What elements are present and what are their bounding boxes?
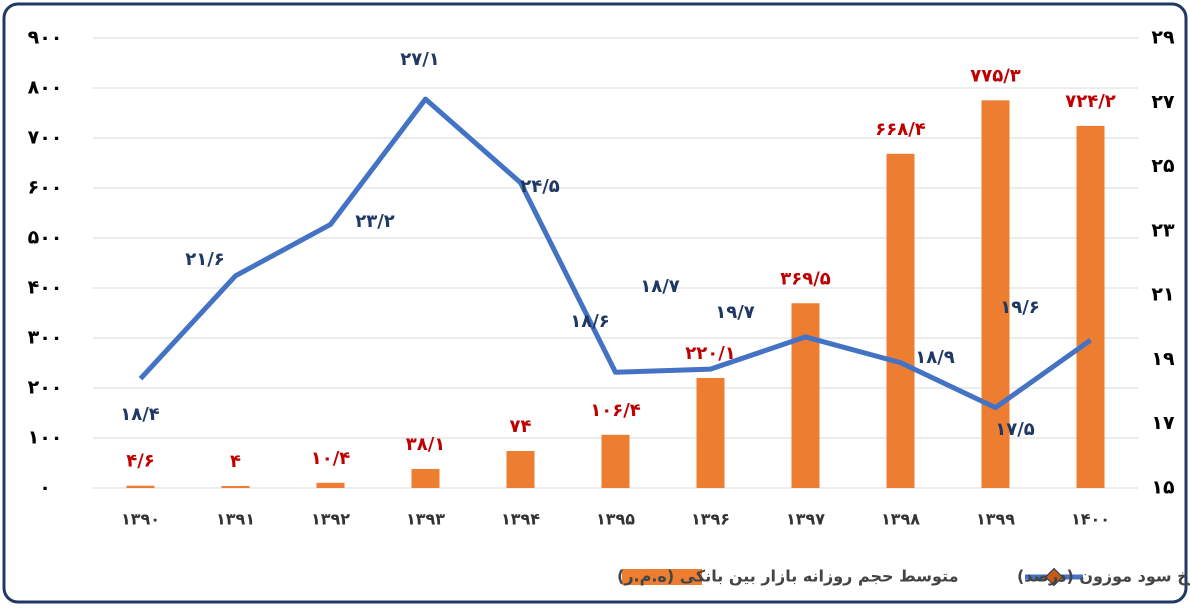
y2-tick-label: ۲۳ <box>1151 219 1175 241</box>
line-value-label: ۱۹/۷ <box>715 302 755 323</box>
bar-value-label: ۶۶۸/۴ <box>875 119 926 140</box>
line-value-label: ۱۸/۶ <box>570 311 610 332</box>
bar-value-label: ۲۲۰/۱ <box>685 343 736 364</box>
line-value-label: ۱۷/۵ <box>995 419 1035 440</box>
bar <box>411 468 440 488</box>
bar-value-label: ۳۸/۱ <box>406 434 446 455</box>
line-value-label: ۲۳/۲ <box>355 211 395 232</box>
y2-tick-label: ۲۷ <box>1151 91 1175 113</box>
x-tick-label: ۱۳۹۳ <box>406 510 445 529</box>
y2-tick-label: ۲۵ <box>1151 155 1175 177</box>
bar-value-label: ۷۷۵/۳ <box>970 65 1021 86</box>
line-value-label: ۲۴/۵ <box>520 176 560 197</box>
bar <box>886 153 915 489</box>
y-tick-label: ۲۰۰ <box>28 377 63 399</box>
y2-tick-label: ۱۷ <box>1151 412 1175 434</box>
y-tick-label: ۶۰۰ <box>28 177 63 199</box>
x-tick-label: ۱۳۹۶ <box>691 510 730 529</box>
bar-value-label: ۳۶۹/۵ <box>780 268 831 289</box>
legend-swatch <box>622 569 702 585</box>
y2-tick-label: ۲۱ <box>1151 284 1174 306</box>
bar <box>791 303 820 488</box>
y-tick-label: ۸۰۰ <box>28 77 63 99</box>
bar-value-label: ۴/۶ <box>126 451 155 472</box>
x-tick-label: ۱۳۹۰ <box>121 510 160 529</box>
legend-label: متوسط حجم روزانه بازار بین بانکی (ه.م.ر) <box>617 567 958 586</box>
y2-tick-label: ۱۵ <box>1151 477 1175 499</box>
y2-tick-label: ۲۹ <box>1151 27 1175 49</box>
x-tick-label: ۱۳۹۷ <box>786 510 825 529</box>
line-value-label: ۱۸/۹ <box>915 347 955 368</box>
line-value-label: ۲۱/۶ <box>185 249 225 270</box>
bar <box>696 377 725 488</box>
y-tick-label: ۴۰۰ <box>28 277 63 299</box>
bar-value-label: ۱۰/۴ <box>311 448 351 469</box>
y2-tick-label: ۱۹ <box>1151 348 1175 370</box>
bar <box>1076 125 1105 489</box>
x-tick-label: ۱۳۹۸ <box>881 510 920 529</box>
x-tick-label: ۱۳۹۹ <box>976 510 1015 529</box>
bar <box>981 100 1010 488</box>
bar <box>316 482 345 488</box>
bar <box>221 486 250 488</box>
y-tick-label: ۰ <box>39 477 51 499</box>
y-tick-label: ۵۰۰ <box>28 227 63 249</box>
line-value-label: ۱۸/۷ <box>640 276 680 297</box>
x-tick-label: ۱۴۰۰ <box>1071 510 1110 529</box>
x-tick-label: ۱۳۹۲ <box>311 510 350 529</box>
x-tick-label: ۱۳۹۵ <box>596 510 635 529</box>
x-tick-label: ۱۳۹۱ <box>216 510 255 529</box>
line-value-label: ۱۸/۴ <box>120 404 160 425</box>
y-tick-label: ۹۰۰ <box>28 27 63 49</box>
bar-value-label: ۷۲۴/۲ <box>1065 91 1116 112</box>
bar <box>506 451 535 488</box>
bar <box>126 485 155 488</box>
legend-label: نرخ سود موزون (درصد) <box>1017 567 1190 586</box>
bar-value-label: ۱۰۶/۴ <box>590 400 641 421</box>
x-tick-label: ۱۳۹۴ <box>501 510 540 529</box>
legend-marker <box>1044 567 1064 587</box>
line <box>138 96 1092 411</box>
y-tick-label: ۱۰۰ <box>28 427 63 449</box>
y-tick-label: ۷۰۰ <box>28 127 63 149</box>
bar-value-label: ۴ <box>230 451 241 472</box>
bar-value-label: ۷۴ <box>510 416 532 437</box>
bar <box>601 434 630 488</box>
line-value-label: ۲۷/۱ <box>400 49 440 70</box>
y-tick-label: ۳۰۰ <box>28 327 63 349</box>
line-value-label: ۱۹/۶ <box>1000 297 1040 318</box>
